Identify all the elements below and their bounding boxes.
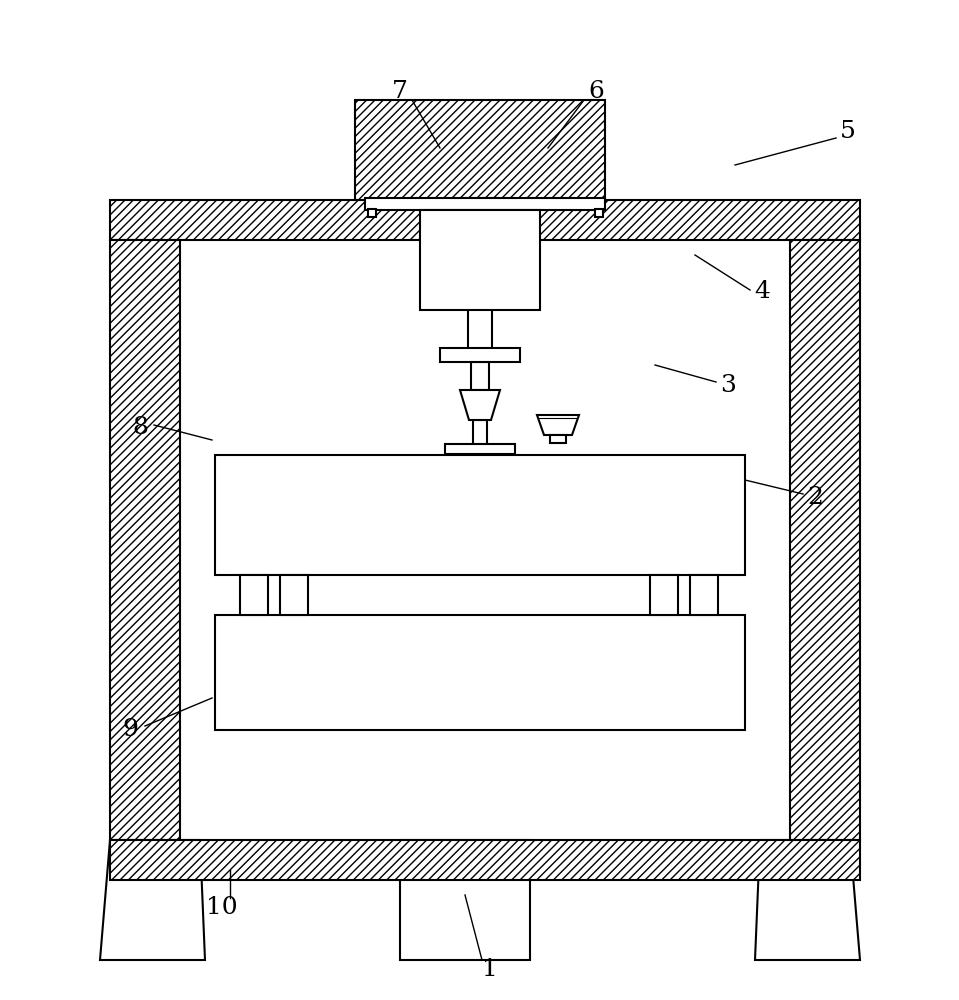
Bar xyxy=(462,198,498,240)
Text: 1: 1 xyxy=(482,958,498,982)
Bar xyxy=(550,435,566,443)
Polygon shape xyxy=(755,840,860,960)
Bar xyxy=(445,444,515,454)
Bar xyxy=(110,200,860,240)
Polygon shape xyxy=(537,415,579,435)
Bar xyxy=(690,575,718,615)
Bar xyxy=(368,209,376,217)
Text: 5: 5 xyxy=(840,120,856,143)
Bar xyxy=(215,455,745,575)
Polygon shape xyxy=(460,390,500,420)
Bar xyxy=(240,575,268,615)
Bar xyxy=(280,575,308,615)
Bar xyxy=(440,348,520,362)
Text: 2: 2 xyxy=(807,487,823,510)
Text: 9: 9 xyxy=(122,718,138,742)
Text: 8: 8 xyxy=(132,416,148,440)
Bar xyxy=(595,209,603,217)
Bar xyxy=(110,240,180,840)
Bar xyxy=(110,840,860,880)
Text: 3: 3 xyxy=(720,373,736,396)
Text: 6: 6 xyxy=(588,81,604,104)
Bar xyxy=(471,362,489,390)
Bar xyxy=(468,240,492,350)
Bar xyxy=(650,575,678,615)
Text: 4: 4 xyxy=(754,280,770,304)
Bar xyxy=(420,210,540,310)
Polygon shape xyxy=(100,840,205,960)
Text: 7: 7 xyxy=(392,81,408,104)
Bar xyxy=(365,198,605,210)
Text: 10: 10 xyxy=(206,896,238,920)
Polygon shape xyxy=(400,840,530,960)
Bar xyxy=(215,615,745,730)
Bar xyxy=(355,100,605,200)
Bar xyxy=(473,420,487,445)
Bar xyxy=(790,240,860,840)
